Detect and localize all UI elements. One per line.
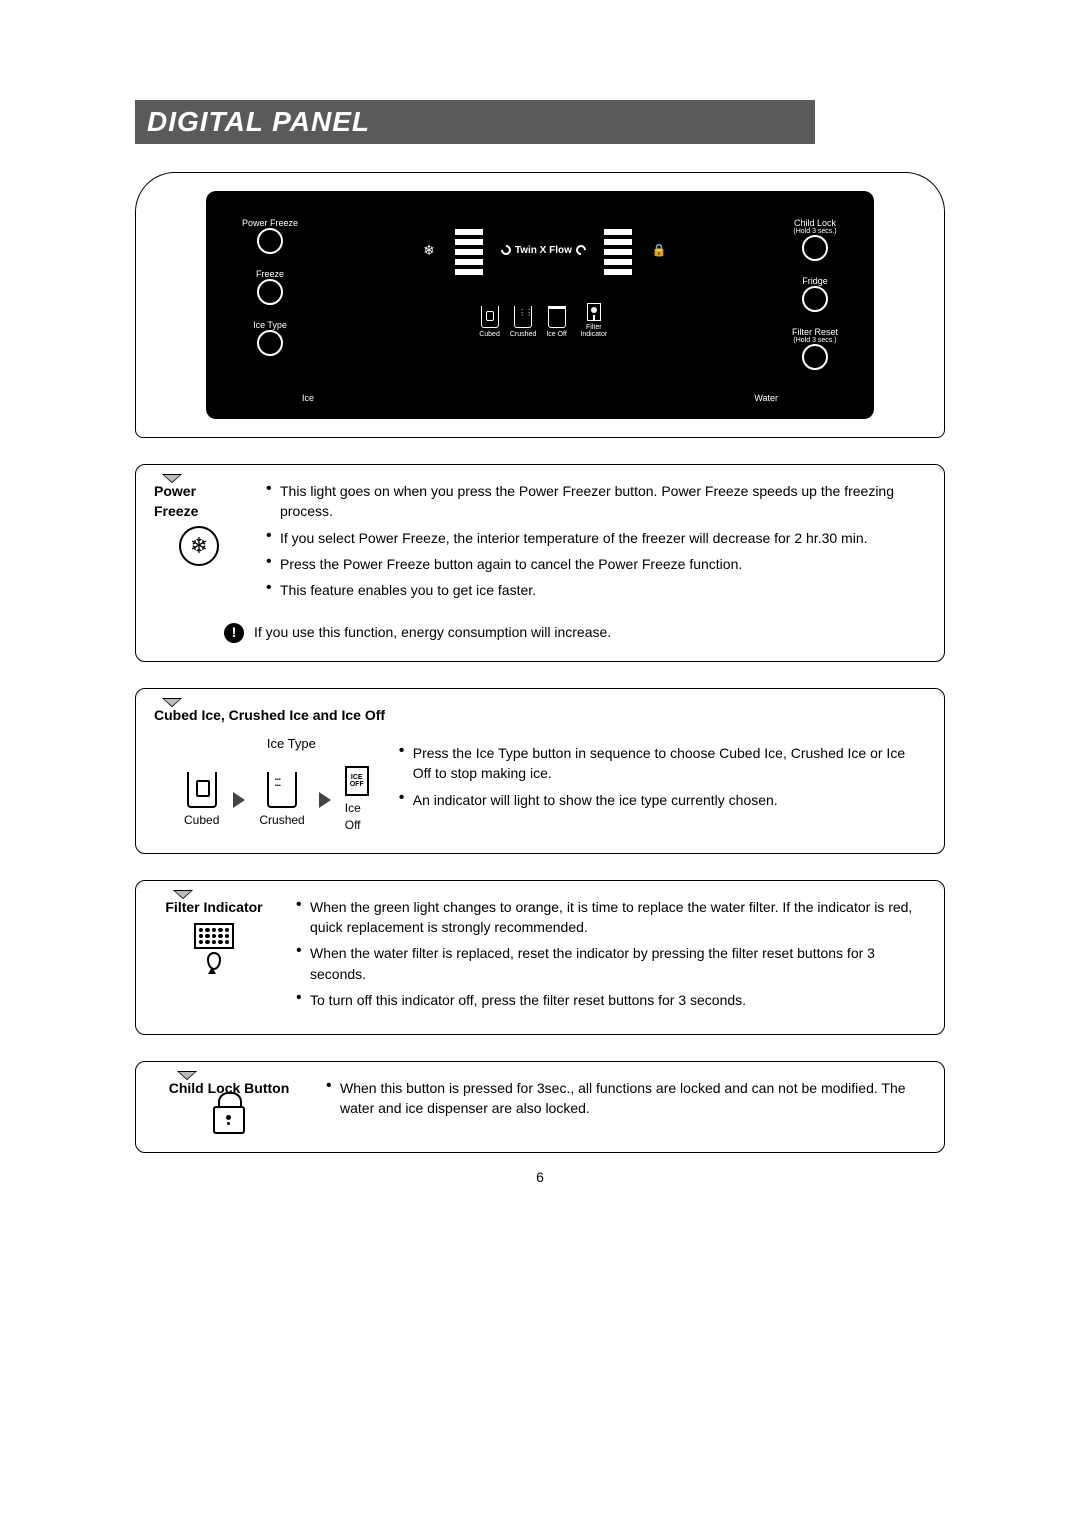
snowflake-circle-icon: ❄: [179, 526, 219, 566]
filter-reset-sub: (Hold 3 secs.): [793, 337, 836, 344]
freeze-button[interactable]: [257, 279, 283, 305]
filter-icon: [194, 923, 234, 970]
ice-label: Ice: [302, 394, 314, 403]
fridge-label: Fridge: [802, 277, 828, 286]
child-lock-section: Child Lock Button When this button is pr…: [135, 1061, 945, 1153]
crushed-big-icon: [267, 772, 297, 808]
ice-type-button[interactable]: [257, 330, 283, 356]
freeze-label: Freeze: [256, 270, 284, 279]
lock-big-icon: [213, 1106, 245, 1134]
child-lock-label: Child Lock: [794, 219, 836, 228]
twin-x-flow-label: Twin X Flow: [501, 245, 586, 256]
freezer-level-bars: [455, 229, 483, 275]
lock-icon: 🔒: [652, 243, 667, 257]
snowflake-icon: ❄: [423, 242, 435, 259]
control-panel-frame: Power Freeze Freeze Ice Type ❄: [135, 172, 945, 438]
filter-bullets: When the green light changes to orange, …: [296, 897, 926, 1016]
warning-icon: !: [224, 623, 244, 643]
filter-reset-label: Filter Reset: [792, 328, 838, 337]
cubed-icon: [481, 306, 499, 328]
ice-type-icons: Cubed Crushed ICEOFFIce Off: [184, 766, 369, 835]
power-freeze-label: Power Freeze: [242, 219, 298, 228]
power-freeze-title: Power Freeze: [154, 483, 198, 519]
ice-off-icon: [548, 306, 566, 328]
fridge-level-bars: [604, 229, 632, 275]
ice-icons-row: Cubed Crushed Ice Off Filter Indicator: [479, 303, 611, 338]
child-lock-button[interactable]: [802, 235, 828, 261]
cubed-big-icon: [187, 772, 217, 808]
filter-indicator-icon: [587, 303, 601, 321]
arrow-icon: [233, 792, 245, 808]
ice-type-label: Ice Type: [253, 321, 287, 330]
arrow-icon: [319, 792, 331, 808]
ice-section-bullets: Press the Ice Type button in sequence to…: [399, 743, 926, 816]
power-freeze-button[interactable]: [257, 228, 283, 254]
page-number: 6: [135, 1169, 945, 1185]
control-panel: Power Freeze Freeze Ice Type ❄: [206, 191, 874, 419]
child-lock-bullets: When this button is pressed for 3sec., a…: [326, 1078, 926, 1125]
power-freeze-bullets: This light goes on when you press the Po…: [266, 481, 926, 606]
filter-section: Filter Indicator When the green light ch…: [135, 880, 945, 1035]
filter-reset-button[interactable]: [802, 344, 828, 370]
power-freeze-warning: If you use this function, energy consump…: [254, 622, 611, 642]
page-title: DIGITAL PANEL: [135, 100, 815, 144]
filter-section-title: Filter Indicator: [165, 899, 262, 915]
child-lock-sub: (Hold 3 secs.): [793, 228, 836, 235]
left-button-column: Power Freeze Freeze Ice Type: [242, 219, 298, 366]
ice-type-subtitle: Ice Type: [214, 735, 369, 754]
ice-section-title: Cubed Ice, Crushed Ice and Ice Off: [154, 707, 385, 723]
ice-type-section: Cubed Ice, Crushed Ice and Ice Off Ice T…: [135, 688, 945, 854]
crushed-icon: [514, 306, 532, 328]
power-freeze-section: Power Freeze ❄ This light goes on when y…: [135, 464, 945, 662]
fridge-button[interactable]: [802, 286, 828, 312]
water-label: Water: [754, 394, 778, 403]
ice-off-big-icon: ICEOFF: [345, 766, 369, 796]
right-button-column: Child Lock (Hold 3 secs.) Fridge Filter …: [792, 219, 838, 380]
